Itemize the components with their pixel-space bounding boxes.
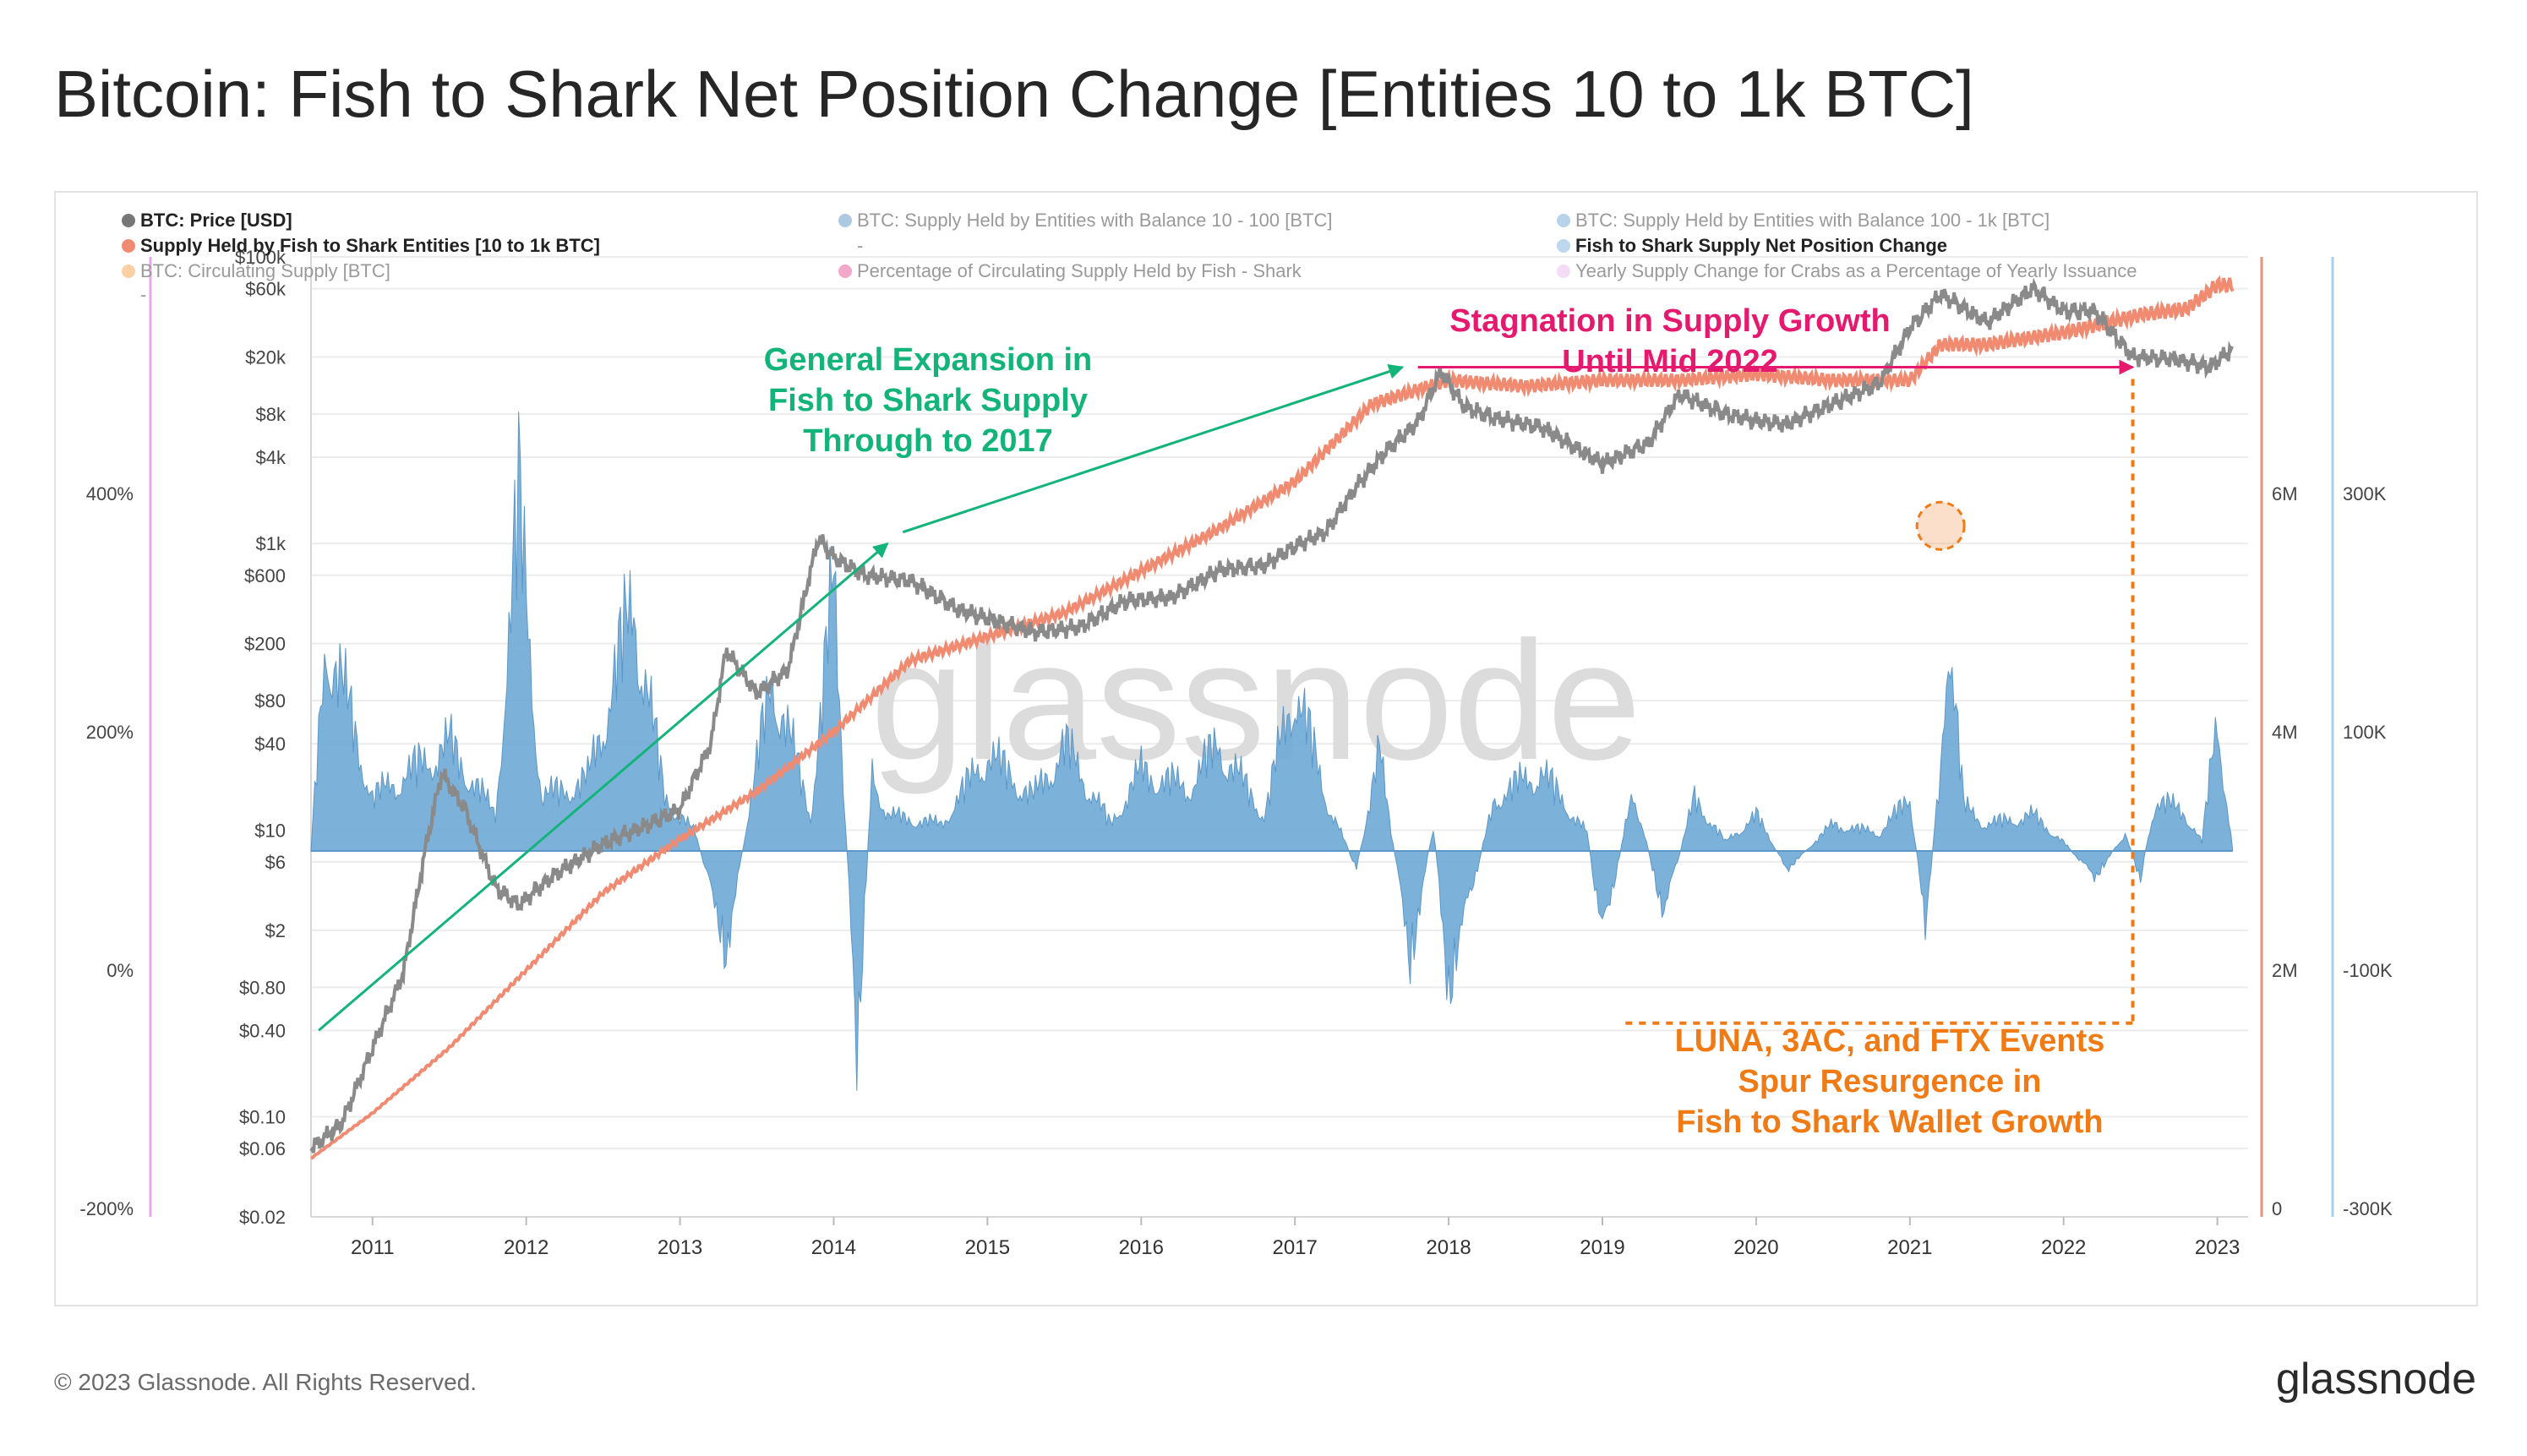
legend-swatch [122, 239, 135, 253]
price-tick-label: $1k [256, 533, 287, 554]
legend-swatch [838, 214, 852, 227]
supply-tick-label: 2M [2272, 960, 2298, 981]
highlight-circle [1915, 500, 1966, 551]
x-tick-label: 2016 [1119, 1236, 1164, 1259]
annotations: General Expansion in Fish to Shark Supply… [318, 303, 2135, 1140]
legend-label: BTC: Circulating Supply [BTC] [140, 260, 390, 281]
expansion-annotation-text: Through to 2017 [803, 423, 1053, 459]
net-change-tick-label: 300K [2343, 483, 2387, 504]
events-annotation-text: Spur Resurgence in [1738, 1064, 2042, 1099]
net-change-tick-label: -300K [2343, 1198, 2393, 1219]
glassnode-logo[interactable]: glassnode [2275, 1355, 2476, 1404]
supply-tick-label: 0 [2272, 1198, 2282, 1219]
x-tick-label: 2020 [1733, 1236, 1778, 1259]
expansion-annotation-text: Fish to Shark Supply [768, 383, 1088, 418]
legend-label: - [857, 235, 863, 256]
page-title: Bitcoin: Fish to Shark Net Position Chan… [54, 57, 1974, 131]
x-tick-label: 2017 [1272, 1236, 1317, 1259]
x-tick-label: 2012 [504, 1236, 549, 1259]
legend-swatch [122, 214, 135, 227]
expansion-annotation-text: General Expansion in [764, 342, 1093, 378]
legend-swatch [1557, 239, 1570, 253]
legend-swatch [1557, 214, 1570, 227]
chart-svg: glassnode $100k$60k$20k$8k$4k$1k$600$200… [79, 210, 2393, 1259]
price-tick-label: $0.40 [239, 1020, 286, 1041]
x-tick-label: 2023 [2195, 1236, 2240, 1259]
x-tick-label: 2022 [2041, 1236, 2086, 1259]
legend: BTC: Price [USD] BTC: Supply Held by Enti… [122, 210, 2137, 305]
supply-series [310, 275, 2235, 1160]
price-tick-label: $0.02 [239, 1207, 286, 1228]
percent-tick-label: 200% [86, 722, 134, 743]
x-tick-label: 2021 [1887, 1236, 1932, 1259]
x-tick-label: 2013 [658, 1236, 702, 1259]
x-tick-label: 2019 [1580, 1236, 1624, 1259]
price-line [309, 277, 2234, 1153]
price-tick-label: $100k [235, 247, 287, 268]
supply-tick-label: 4M [2272, 722, 2298, 743]
price-tick-label: $200 [244, 634, 286, 655]
legend-label: - [140, 284, 146, 305]
legend-swatch [122, 264, 135, 278]
legend-label: Yearly Supply Change for Crabs as a Perc… [1575, 260, 2137, 281]
legend-swatch [838, 264, 852, 278]
price-tick-label: $600 [244, 565, 286, 586]
price-series [309, 277, 2234, 1153]
price-tick-label: $0.80 [239, 977, 286, 998]
price-tick-label: $4k [256, 447, 287, 468]
x-tick-label: 2011 [351, 1236, 395, 1259]
legend-label: BTC: Price [USD] [140, 210, 292, 231]
events-annotation-text: Fish to Shark Wallet Growth [1676, 1104, 2103, 1140]
legend-label: Percentage of Circulating Supply Held by… [857, 260, 1302, 281]
legend-label: Fish to Shark Supply Net Position Change [1575, 235, 1947, 256]
copyright: © 2023 Glassnode. All Rights Reserved. [54, 1369, 478, 1395]
x-tick-label: 2018 [1426, 1236, 1471, 1259]
price-tick-label: $2 [265, 920, 286, 941]
price-tick-label: $10 [254, 820, 286, 841]
percent-tick-label: 400% [86, 483, 134, 504]
price-tick-label: $40 [254, 733, 286, 755]
expansion-arrow-1 [318, 542, 889, 1032]
x-tick-label: 2015 [965, 1236, 1010, 1259]
net-change-tick-label: -100K [2343, 960, 2393, 981]
price-tick-label: $20k [245, 347, 287, 368]
axis-lines [149, 248, 2334, 1218]
chart-panel: glassnode $100k $60k $20k $8k $4k $1k $600 $200… [54, 191, 2478, 1306]
stagnation-annotation-text: Stagnation in Supply Growth [1449, 303, 1890, 339]
stagnation-annotation-text: Until Mid 2022 [1562, 344, 1778, 379]
events-annotation-text: LUNA, 3AC, and FTX Events [1675, 1023, 2105, 1059]
percent-tick-label: -200% [79, 1198, 134, 1219]
price-tick-label: $6 [265, 852, 286, 873]
price-tick-label: $0.06 [239, 1138, 286, 1159]
axis-labels: $100k $60k $20k $8k $4k $1k $600 $200 $80 $40 $10 $… [79, 247, 2393, 1259]
expansion-arrow-2 [902, 364, 1405, 534]
price-tick-label: $60k [245, 279, 287, 300]
price-tick-label: $80 [254, 690, 286, 712]
net-change-tick-label: 100K [2343, 722, 2387, 743]
legend-label: BTC: Supply Held by Entities with Balanc… [857, 210, 1332, 231]
legend-label: BTC: Supply Held by Entities with Balanc… [1575, 210, 2049, 231]
legend-swatch [1557, 264, 1570, 278]
percent-tick-label: 0% [106, 960, 134, 981]
price-tick-label: $0.10 [239, 1106, 286, 1127]
legend-label: Supply Held by Fish to Shark Entities [1… [140, 235, 600, 256]
net-change-area [310, 412, 2234, 1091]
price-tick-label: $8k [256, 404, 287, 425]
x-tick-label: 2014 [811, 1236, 856, 1259]
supply-line [310, 275, 2235, 1160]
supply-tick-label: 6M [2272, 483, 2298, 504]
net-change-series [310, 412, 2234, 1091]
